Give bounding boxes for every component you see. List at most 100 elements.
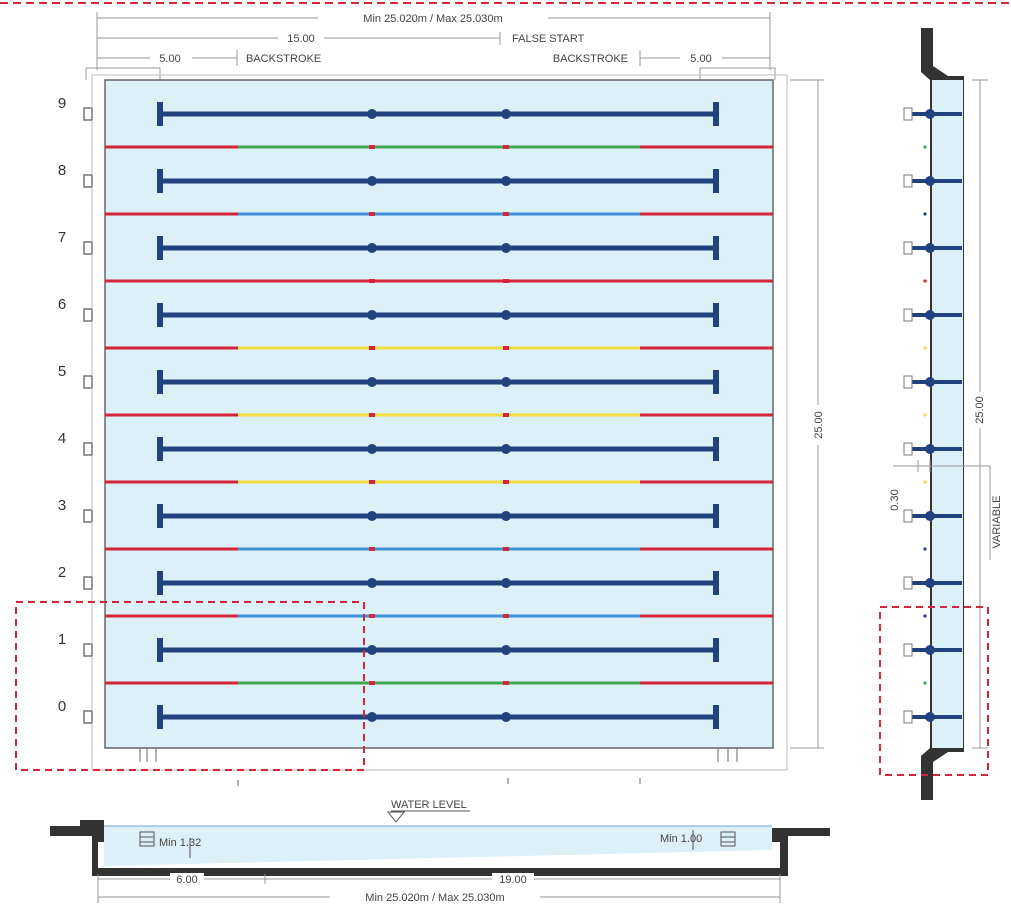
rope-15m-marker [503,279,509,283]
side-rope-dot [923,681,927,685]
rope-15m-marker [503,614,509,618]
rope-15m-marker [503,346,509,350]
lane-mark-15m [367,645,377,655]
side-lanes [903,107,962,724]
rope-15m-marker [503,413,509,417]
backstroke-left-dim-bg [150,52,192,65]
lane-end-marker [157,236,163,260]
pool-deck-outline [91,74,788,771]
starting-block [83,308,92,322]
starting-block [83,643,92,657]
section-walls [50,820,830,876]
overall-length-bottom: Min 25.020m / Max 25.030m [365,892,504,904]
section-water-shallow [104,826,772,842]
lane-end-marker [713,571,719,595]
side-block [903,442,913,456]
lane-mark-15m [367,310,377,320]
lane-end-marker [713,638,719,662]
lane-end-marker [157,169,163,193]
lane-lines [157,102,719,729]
side-rope-dot [923,413,927,417]
lane-numbers: 9 8 7 6 5 4 3 2 1 0 [58,95,66,715]
starting-block [83,375,92,389]
lane-mark-15m [501,109,511,119]
lane-number: 4 [58,430,66,447]
lane-mark-15m [501,176,511,186]
side-block [903,576,913,590]
rope-15m-marker [503,212,509,216]
rope-15m-marker [369,212,375,216]
lane-mark-15m [501,310,511,320]
bottom-ticks [139,748,738,786]
lane-mark-15m [501,645,511,655]
side-rope-dot [923,346,927,350]
lane-ropes [105,145,773,685]
rope-15m-marker [369,145,375,149]
backstroke-left-label: BACKSTROKE [246,53,321,65]
section-left-bg [170,873,204,886]
pool-width-dim: 25.00 [813,411,825,439]
side-block [903,241,913,255]
side-rope-dot [923,547,927,551]
section-length-bg [492,873,534,886]
overall-length-top: Min 25.020m / Max 25.030m [363,13,502,25]
backstroke-right-dim: 5.00 [690,53,711,65]
rope-15m-marker [503,480,509,484]
side-water [932,80,963,748]
lane-end-marker [713,705,719,729]
backstroke-right-dim-bg [680,52,722,65]
starting-block [83,174,92,188]
lane-mark-15m [367,176,377,186]
lane-end-marker [157,705,163,729]
ladder-left [139,831,155,847]
lane-mark-15m [367,377,377,387]
rope-15m-marker [369,614,375,618]
starting-block [83,241,92,255]
lane-number: 5 [58,363,66,380]
side-block [903,643,913,657]
lane-mark-15m [501,712,511,722]
side-lane-float [925,310,935,320]
rope-15m-marker [503,681,509,685]
lane-end-marker [157,102,163,126]
water-level-marker [386,811,406,823]
lane-number: 7 [58,229,66,246]
lane-mark-15m [367,444,377,454]
side-lane-float [925,645,935,655]
rope-15m-marker [369,480,375,484]
lane-number: 2 [58,564,66,581]
side-variable-label: VARIABLE [991,496,1003,549]
lane-end-marker [713,102,719,126]
side-width-bg [972,392,986,428]
lane-mark-15m [501,243,511,253]
side-lane-float [925,243,935,253]
rope-15m-marker [503,145,509,149]
highlight-box-side [879,606,989,776]
rope-15m-marker [369,547,375,551]
side-lane-float [925,377,935,387]
false-start-label: FALSE START [512,33,585,45]
pool-width-bg [811,405,825,445]
depth-left-label: Min 1.32 [159,837,201,849]
side-lane-float [925,578,935,588]
highlight-box-plan [15,601,365,771]
overall-length-bottom-bg [330,891,540,904]
lane-mark-15m [501,377,511,387]
pool-section: WATER LEVEL Min 1.32 Min 1.00 [50,799,830,876]
side-rope-dot [923,279,927,283]
lane-mark-15m [367,109,377,119]
side-rope-dot [923,480,927,484]
side-block [903,710,913,724]
lane-end-marker [713,169,719,193]
side-rope-dot [923,212,927,216]
lane-end-marker [713,437,719,461]
lane-end-marker [713,303,719,327]
starting-blocks [83,107,93,724]
starting-block [83,576,92,590]
side-lane-float [925,511,935,521]
lane-mark-15m [367,578,377,588]
lane-number: 8 [58,162,66,179]
lane-mark-15m [367,712,377,722]
side-block [903,509,913,523]
